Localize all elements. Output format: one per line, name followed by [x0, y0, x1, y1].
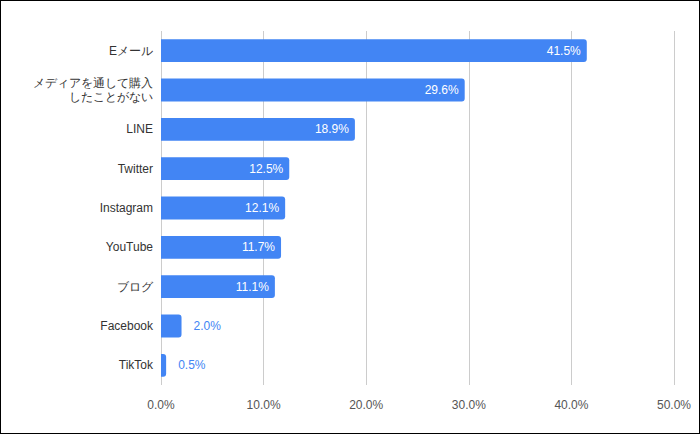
svg-text:41.5%: 41.5%	[547, 44, 581, 58]
svg-text:Twitter: Twitter	[118, 162, 153, 176]
svg-text:Eメール: Eメール	[109, 44, 153, 58]
svg-text:Instagram: Instagram	[100, 201, 153, 215]
svg-text:50.0%: 50.0%	[657, 398, 691, 412]
svg-text:11.1%: 11.1%	[236, 280, 269, 294]
svg-text:YouTube: YouTube	[106, 240, 153, 254]
svg-text:Facebook: Facebook	[100, 319, 154, 333]
svg-text:11.7%: 11.7%	[242, 240, 275, 254]
svg-text:ブログ: ブログ	[117, 280, 154, 294]
svg-text:40.0%: 40.0%	[554, 398, 588, 412]
svg-text:20.0%: 20.0%	[349, 398, 383, 412]
svg-text:2.0%: 2.0%	[194, 319, 222, 333]
svg-text:18.9%: 18.9%	[315, 122, 349, 136]
svg-text:12.5%: 12.5%	[249, 162, 283, 176]
svg-text:0.5%: 0.5%	[178, 358, 206, 372]
svg-text:TikTok: TikTok	[119, 358, 154, 372]
svg-text:0.0%: 0.0%	[147, 398, 175, 412]
svg-text:29.6%: 29.6%	[425, 83, 459, 97]
svg-text:12.1%: 12.1%	[245, 201, 279, 215]
svg-text:したことがない: したことがない	[69, 90, 153, 104]
svg-text:30.0%: 30.0%	[452, 398, 486, 412]
svg-text:10.0%: 10.0%	[247, 398, 281, 412]
svg-text:LINE: LINE	[126, 122, 153, 136]
svg-text:メディアを通して購入: メディアを通して購入	[33, 76, 153, 90]
